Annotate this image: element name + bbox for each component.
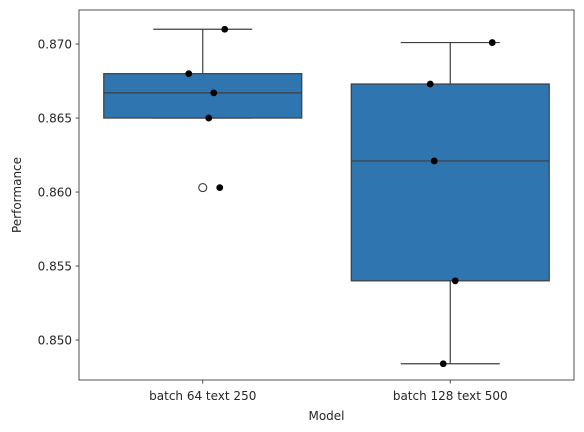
data-point: [185, 70, 192, 77]
y-tick-label: 0.865: [38, 112, 72, 126]
x-tick-label: batch 128 text 500: [393, 389, 508, 403]
y-tick-label: 0.870: [38, 38, 72, 52]
data-point: [489, 39, 496, 46]
box-iqr: [351, 84, 549, 281]
y-tick-label: 0.850: [38, 334, 72, 348]
data-point: [427, 81, 434, 88]
x-axis-label: Model: [308, 409, 344, 423]
y-tick-label: 0.860: [38, 186, 72, 200]
data-point: [452, 277, 459, 284]
outlier-marker: [199, 184, 207, 192]
data-point: [221, 26, 228, 33]
y-axis: 0.850 0.855 0.860 0.865 0.870: [38, 38, 79, 348]
boxes-layer: [104, 29, 550, 363]
y-axis-label: Performance: [10, 157, 24, 233]
data-point: [205, 115, 212, 122]
data-point: [216, 184, 223, 191]
box-iqr: [104, 74, 302, 118]
data-point: [431, 158, 438, 165]
x-axis: batch 64 text 250 batch 128 text 500: [149, 380, 508, 403]
data-point: [440, 360, 447, 367]
x-tick-label: batch 64 text 250: [149, 389, 256, 403]
data-point: [210, 89, 217, 96]
y-tick-label: 0.855: [38, 260, 72, 274]
